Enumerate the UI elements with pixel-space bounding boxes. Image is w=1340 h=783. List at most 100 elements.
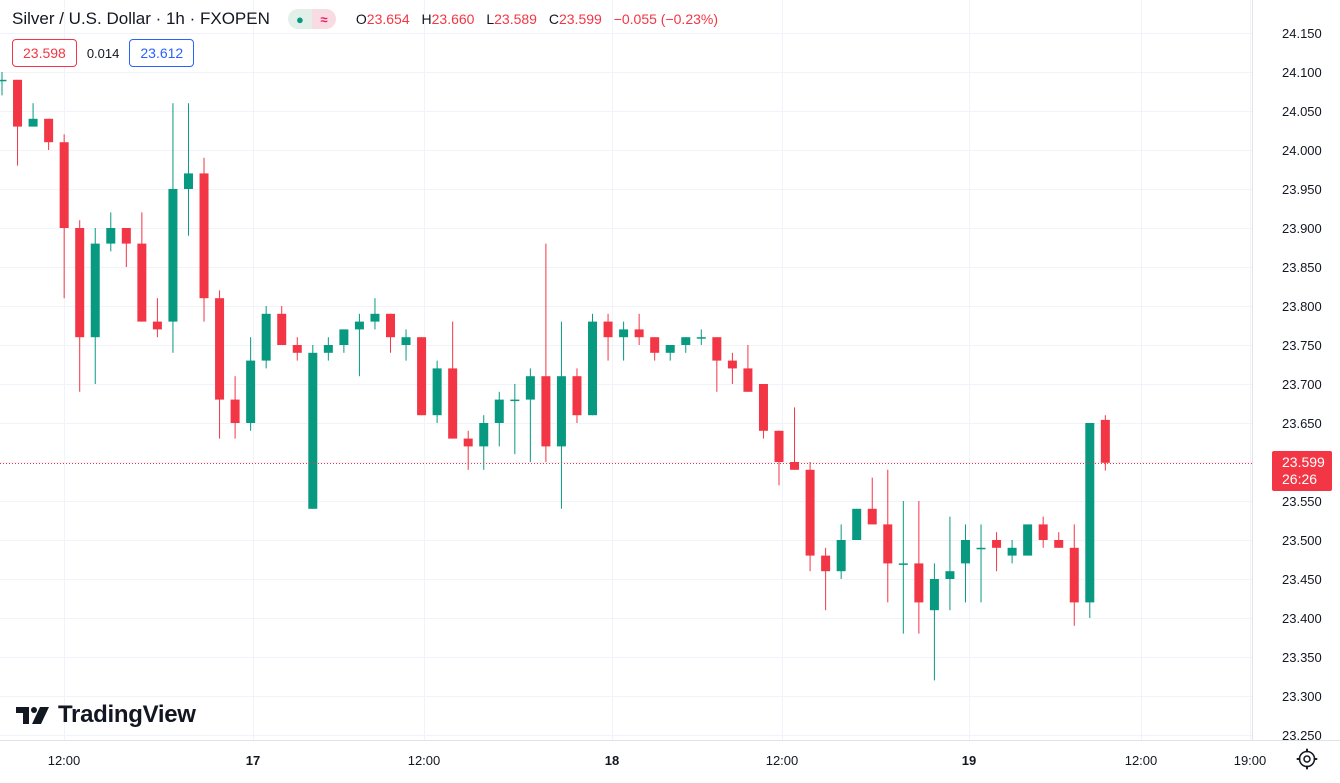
candle-body [852, 508, 862, 540]
candle-body [90, 243, 100, 338]
candle[interactable] [727, 352, 737, 384]
candle[interactable] [106, 212, 116, 252]
candle[interactable] [1054, 532, 1064, 548]
price-tick-label: 23.300 [1282, 689, 1322, 704]
price-tick-label: 23.900 [1282, 221, 1322, 236]
dot-icon[interactable]: ● [287, 9, 312, 29]
candle[interactable] [0, 72, 7, 96]
last-price-tag: 23.599 26:26 [1272, 451, 1332, 491]
candle[interactable] [852, 508, 862, 540]
candle[interactable] [246, 337, 256, 431]
candle[interactable] [1085, 423, 1095, 618]
candle[interactable] [1100, 415, 1110, 471]
candle[interactable] [323, 337, 333, 361]
candle-body [743, 368, 753, 392]
candle[interactable] [976, 524, 986, 603]
candle[interactable] [883, 469, 893, 603]
time-tick-label: 12:00 [408, 753, 441, 768]
candle[interactable] [1023, 524, 1033, 556]
candle[interactable] [370, 298, 380, 330]
time-axis[interactable]: 12:00 17 12:00 18 12:00 19 12:00 19:00 [48, 753, 1267, 768]
candle-body [821, 555, 831, 572]
candle[interactable] [510, 384, 520, 455]
candle[interactable] [28, 103, 38, 127]
candle[interactable] [588, 313, 598, 416]
candle[interactable] [634, 313, 644, 345]
candle[interactable] [790, 407, 800, 470]
candle[interactable] [805, 462, 815, 572]
ohlc-change-value: −0.055 (−0.23%) [613, 11, 718, 27]
candle[interactable] [432, 360, 442, 423]
candle[interactable] [199, 157, 209, 322]
candle[interactable] [821, 547, 831, 611]
candle[interactable] [59, 134, 69, 299]
candle[interactable] [1007, 540, 1017, 564]
candle[interactable] [1038, 516, 1048, 548]
candle[interactable] [836, 524, 846, 579]
candle[interactable] [758, 384, 768, 439]
buy-button[interactable]: 23.612 [129, 39, 195, 67]
sell-button[interactable]: 23.598 [12, 39, 77, 67]
candle[interactable] [603, 313, 613, 361]
candle[interactable] [525, 368, 535, 462]
candle[interactable] [183, 103, 193, 236]
candle[interactable] [743, 345, 753, 392]
candle[interactable] [230, 376, 240, 439]
candle[interactable] [619, 321, 629, 361]
candle[interactable] [479, 415, 489, 470]
candle[interactable] [261, 306, 271, 369]
candle[interactable] [152, 298, 162, 338]
candle[interactable] [308, 345, 318, 509]
candle[interactable] [774, 430, 784, 486]
candle[interactable] [339, 329, 349, 353]
candle[interactable] [572, 368, 582, 423]
candle-body [1100, 419, 1110, 463]
candle[interactable] [541, 243, 551, 462]
candle[interactable] [929, 563, 939, 681]
candle[interactable] [665, 345, 675, 361]
candle[interactable] [401, 329, 411, 361]
candle[interactable] [90, 228, 100, 384]
candle[interactable] [898, 501, 908, 634]
candle[interactable] [960, 524, 970, 603]
candle[interactable] [417, 337, 427, 416]
candle[interactable] [992, 532, 1002, 572]
candle[interactable] [354, 313, 364, 377]
candle[interactable] [696, 329, 706, 345]
candle[interactable] [121, 228, 131, 267]
ohlc-low-label: L [486, 11, 495, 27]
candle[interactable] [1069, 524, 1079, 626]
candle[interactable] [448, 321, 458, 439]
candle[interactable] [13, 79, 23, 166]
candle[interactable] [867, 477, 877, 525]
candle[interactable] [494, 391, 504, 447]
symbol-title[interactable]: Silver / U.S. Dollar · 1h · FXOPEN [12, 9, 270, 28]
candle[interactable] [168, 103, 178, 353]
candle[interactable] [650, 337, 660, 361]
candle[interactable] [137, 212, 147, 322]
candle-body [1085, 423, 1095, 603]
indicator-pill[interactable]: ● ≈ [287, 9, 336, 29]
bar-countdown: 26:26 [1282, 471, 1318, 487]
candle[interactable] [386, 313, 395, 353]
candle[interactable] [556, 321, 566, 509]
candle[interactable] [292, 337, 302, 361]
candle[interactable] [75, 220, 85, 392]
candle[interactable] [945, 516, 955, 611]
price-tick-label: 23.850 [1282, 260, 1322, 275]
tradingview-logo[interactable]: TradingView [16, 701, 196, 729]
settings-gear-icon[interactable] [1296, 748, 1318, 770]
candle[interactable] [44, 118, 54, 150]
candle[interactable] [681, 337, 691, 353]
price-tick-label: 23.250 [1282, 728, 1322, 743]
candle[interactable] [277, 306, 287, 345]
price-tick-label: 23.750 [1282, 338, 1322, 353]
candle-body [199, 173, 209, 299]
candle[interactable] [914, 501, 924, 634]
candle[interactable] [215, 290, 225, 439]
price-axis[interactable]: 24.150 24.100 24.050 24.000 23.950 23.900 23.8… [1282, 26, 1322, 743]
candle-body [976, 547, 986, 550]
approx-icon[interactable]: ≈ [311, 9, 336, 29]
candle[interactable] [712, 337, 722, 392]
